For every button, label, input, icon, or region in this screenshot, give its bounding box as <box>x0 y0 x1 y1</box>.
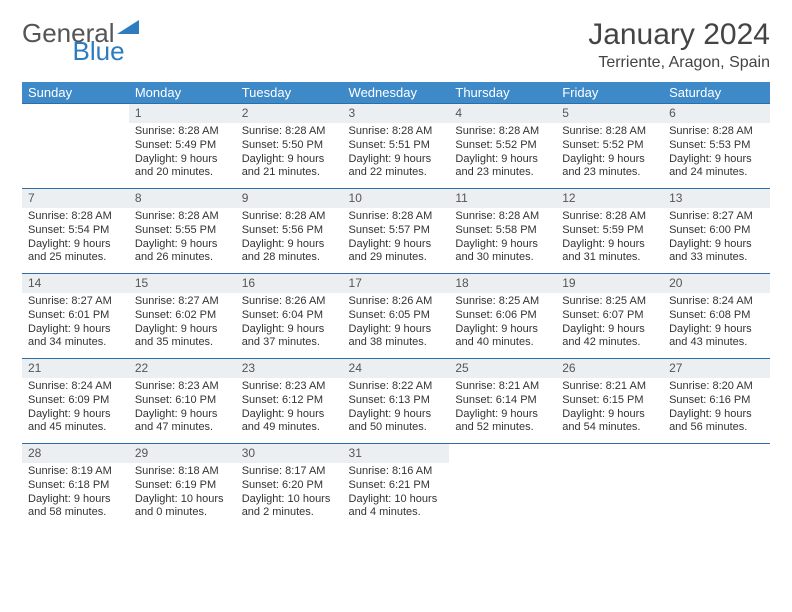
day-data-cell: Sunrise: 8:28 AM Sunset: 5:49 PM Dayligh… <box>129 123 236 189</box>
day-data-cell: Sunrise: 8:17 AM Sunset: 6:20 PM Dayligh… <box>236 463 343 528</box>
day-number-cell: 25 <box>449 359 556 379</box>
day-number-row: 28293031 <box>22 444 770 464</box>
day-number-row: 14151617181920 <box>22 274 770 294</box>
day-number-cell: 13 <box>663 189 770 209</box>
day-data-cell: Sunrise: 8:28 AM Sunset: 5:52 PM Dayligh… <box>449 123 556 189</box>
day-number-row: 123456 <box>22 104 770 124</box>
day-data-cell: Sunrise: 8:27 AM Sunset: 6:02 PM Dayligh… <box>129 293 236 359</box>
day-number-cell: 18 <box>449 274 556 294</box>
day-number-cell: 27 <box>663 359 770 379</box>
day-data-cell: Sunrise: 8:26 AM Sunset: 6:05 PM Dayligh… <box>343 293 450 359</box>
day-data-row: Sunrise: 8:24 AM Sunset: 6:09 PM Dayligh… <box>22 378 770 444</box>
day-number-cell: 26 <box>556 359 663 379</box>
day-data-cell: Sunrise: 8:28 AM Sunset: 5:59 PM Dayligh… <box>556 208 663 274</box>
day-data-cell: Sunrise: 8:16 AM Sunset: 6:21 PM Dayligh… <box>343 463 450 528</box>
day-number-cell: 9 <box>236 189 343 209</box>
day-number-cell: 11 <box>449 189 556 209</box>
day-number-cell: 16 <box>236 274 343 294</box>
weekday-header-row: Sunday Monday Tuesday Wednesday Thursday… <box>22 82 770 104</box>
day-number-cell: 24 <box>343 359 450 379</box>
day-data-cell: Sunrise: 8:21 AM Sunset: 6:14 PM Dayligh… <box>449 378 556 444</box>
day-number-cell <box>449 444 556 464</box>
weekday-monday: Monday <box>129 82 236 104</box>
day-data-cell: Sunrise: 8:19 AM Sunset: 6:18 PM Dayligh… <box>22 463 129 528</box>
day-number-cell: 4 <box>449 104 556 124</box>
day-data-cell <box>556 463 663 528</box>
day-data-cell: Sunrise: 8:28 AM Sunset: 5:56 PM Dayligh… <box>236 208 343 274</box>
day-data-cell: Sunrise: 8:28 AM Sunset: 5:55 PM Dayligh… <box>129 208 236 274</box>
day-number-cell: 17 <box>343 274 450 294</box>
day-number-cell: 29 <box>129 444 236 464</box>
day-number-cell: 3 <box>343 104 450 124</box>
day-number-cell: 20 <box>663 274 770 294</box>
day-number-cell <box>22 104 129 124</box>
day-number-cell: 19 <box>556 274 663 294</box>
day-data-cell: Sunrise: 8:28 AM Sunset: 5:50 PM Dayligh… <box>236 123 343 189</box>
day-data-row: Sunrise: 8:27 AM Sunset: 6:01 PM Dayligh… <box>22 293 770 359</box>
day-data-cell <box>22 123 129 189</box>
day-number-cell: 12 <box>556 189 663 209</box>
weekday-wednesday: Wednesday <box>343 82 450 104</box>
day-number-cell <box>663 444 770 464</box>
day-data-cell: Sunrise: 8:21 AM Sunset: 6:15 PM Dayligh… <box>556 378 663 444</box>
day-number-cell: 22 <box>129 359 236 379</box>
weekday-saturday: Saturday <box>663 82 770 104</box>
day-number-cell: 8 <box>129 189 236 209</box>
day-data-cell: Sunrise: 8:28 AM Sunset: 5:51 PM Dayligh… <box>343 123 450 189</box>
header: General Blue January 2024 Terriente, Ara… <box>22 18 770 72</box>
day-data-cell: Sunrise: 8:27 AM Sunset: 6:01 PM Dayligh… <box>22 293 129 359</box>
day-data-cell: Sunrise: 8:27 AM Sunset: 6:00 PM Dayligh… <box>663 208 770 274</box>
day-data-cell: Sunrise: 8:28 AM Sunset: 5:52 PM Dayligh… <box>556 123 663 189</box>
day-data-cell: Sunrise: 8:24 AM Sunset: 6:09 PM Dayligh… <box>22 378 129 444</box>
day-number-cell: 2 <box>236 104 343 124</box>
day-data-cell: Sunrise: 8:18 AM Sunset: 6:19 PM Dayligh… <box>129 463 236 528</box>
day-number-row: 21222324252627 <box>22 359 770 379</box>
day-data-cell <box>663 463 770 528</box>
day-data-cell: Sunrise: 8:23 AM Sunset: 6:12 PM Dayligh… <box>236 378 343 444</box>
day-number-cell: 23 <box>236 359 343 379</box>
day-data-cell: Sunrise: 8:25 AM Sunset: 6:07 PM Dayligh… <box>556 293 663 359</box>
day-number-cell: 7 <box>22 189 129 209</box>
month-title: January 2024 <box>588 18 770 52</box>
day-number-cell: 6 <box>663 104 770 124</box>
title-block: January 2024 Terriente, Aragon, Spain <box>588 18 770 72</box>
calendar-body: 123456Sunrise: 8:28 AM Sunset: 5:49 PM D… <box>22 104 770 529</box>
day-data-cell: Sunrise: 8:28 AM Sunset: 5:53 PM Dayligh… <box>663 123 770 189</box>
day-number-cell: 21 <box>22 359 129 379</box>
day-data-row: Sunrise: 8:19 AM Sunset: 6:18 PM Dayligh… <box>22 463 770 528</box>
day-number-cell: 14 <box>22 274 129 294</box>
day-number-cell: 30 <box>236 444 343 464</box>
day-number-row: 78910111213 <box>22 189 770 209</box>
day-data-cell: Sunrise: 8:28 AM Sunset: 5:54 PM Dayligh… <box>22 208 129 274</box>
weekday-thursday: Thursday <box>449 82 556 104</box>
day-data-cell: Sunrise: 8:28 AM Sunset: 5:58 PM Dayligh… <box>449 208 556 274</box>
calendar-table: Sunday Monday Tuesday Wednesday Thursday… <box>22 82 770 528</box>
day-number-cell: 5 <box>556 104 663 124</box>
day-data-cell: Sunrise: 8:26 AM Sunset: 6:04 PM Dayligh… <box>236 293 343 359</box>
day-data-cell <box>449 463 556 528</box>
day-data-cell: Sunrise: 8:23 AM Sunset: 6:10 PM Dayligh… <box>129 378 236 444</box>
day-data-row: Sunrise: 8:28 AM Sunset: 5:49 PM Dayligh… <box>22 123 770 189</box>
day-number-cell: 1 <box>129 104 236 124</box>
day-data-cell: Sunrise: 8:20 AM Sunset: 6:16 PM Dayligh… <box>663 378 770 444</box>
day-number-cell: 15 <box>129 274 236 294</box>
day-data-row: Sunrise: 8:28 AM Sunset: 5:54 PM Dayligh… <box>22 208 770 274</box>
day-number-cell <box>556 444 663 464</box>
weekday-sunday: Sunday <box>22 82 129 104</box>
location-label: Terriente, Aragon, Spain <box>588 54 770 72</box>
day-data-cell: Sunrise: 8:28 AM Sunset: 5:57 PM Dayligh… <box>343 208 450 274</box>
day-data-cell: Sunrise: 8:24 AM Sunset: 6:08 PM Dayligh… <box>663 293 770 359</box>
logo: General Blue <box>22 18 125 49</box>
day-number-cell: 28 <box>22 444 129 464</box>
day-number-cell: 10 <box>343 189 450 209</box>
day-data-cell: Sunrise: 8:25 AM Sunset: 6:06 PM Dayligh… <box>449 293 556 359</box>
weekday-friday: Friday <box>556 82 663 104</box>
day-number-cell: 31 <box>343 444 450 464</box>
weekday-tuesday: Tuesday <box>236 82 343 104</box>
day-data-cell: Sunrise: 8:22 AM Sunset: 6:13 PM Dayligh… <box>343 378 450 444</box>
logo-text-2: Blue <box>73 36 125 67</box>
